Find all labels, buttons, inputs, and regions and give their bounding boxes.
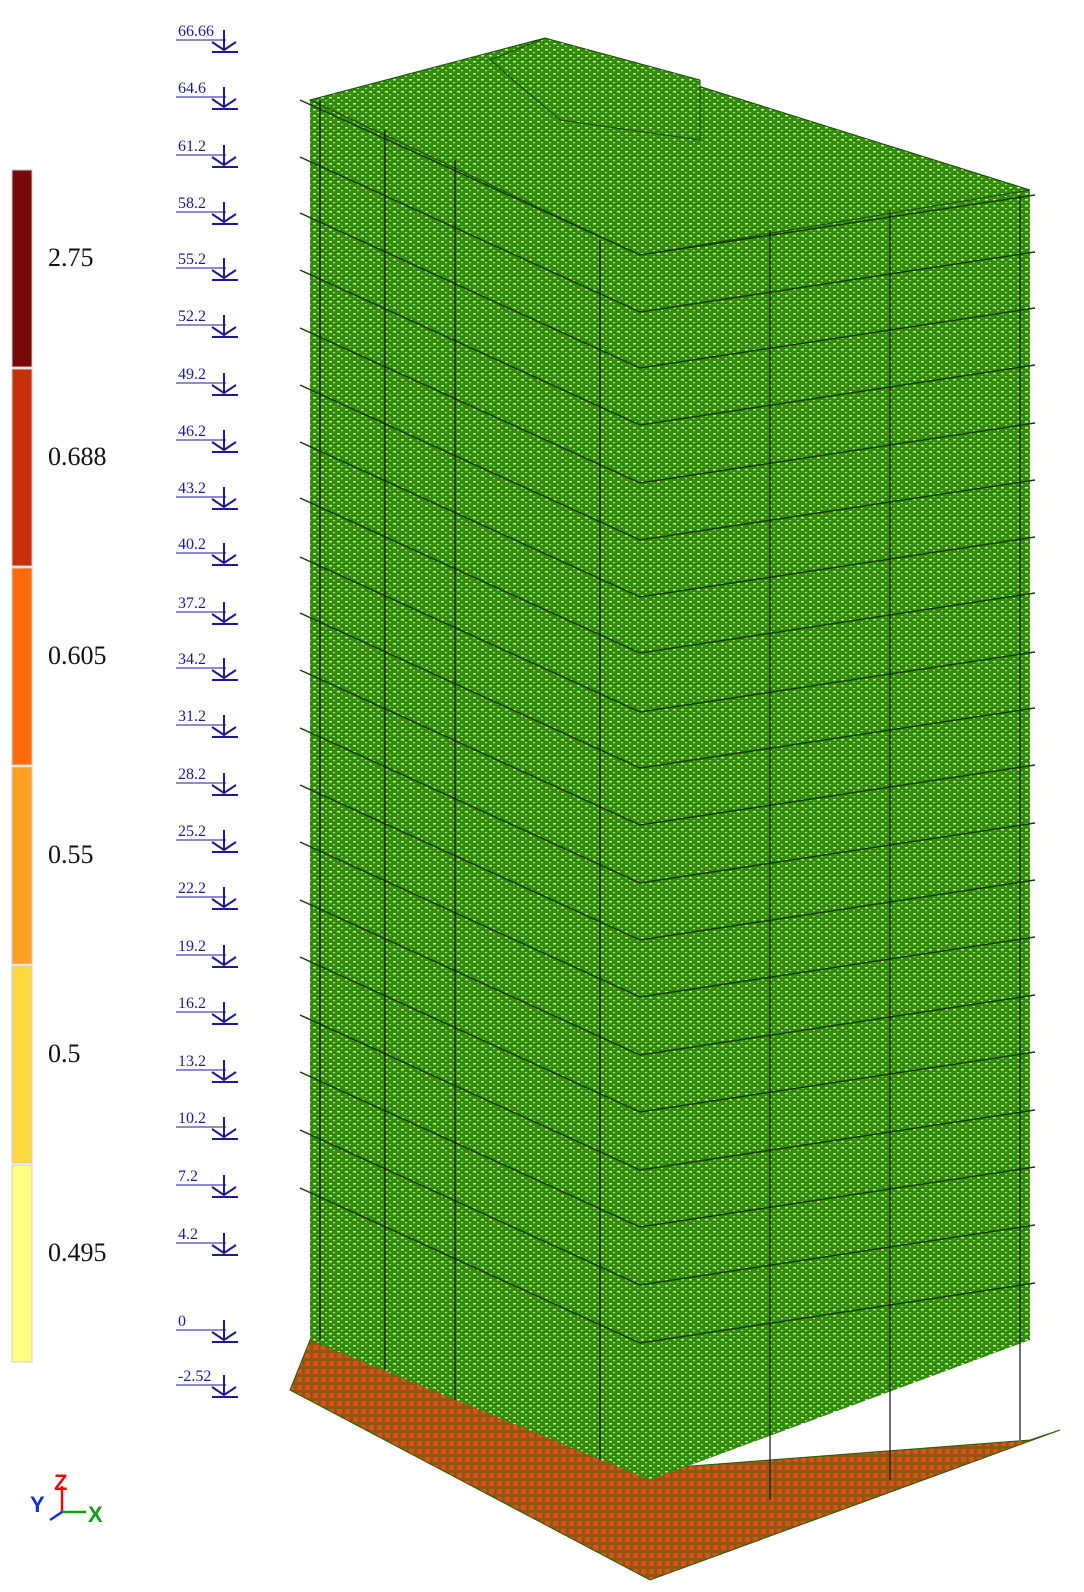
level-markers: 66.66 64.6 61.2 58.2 55.2 52.2 49.2 46.2 43.2 40.… bbox=[176, 23, 238, 1397]
level-label: 46.2 bbox=[178, 423, 206, 440]
legend-swatch bbox=[12, 767, 32, 964]
level-label: 43.2 bbox=[178, 480, 206, 497]
level-arrow bbox=[212, 830, 238, 852]
level-label: 52.2 bbox=[178, 308, 206, 325]
building-model bbox=[290, 38, 1060, 1580]
level-arrow bbox=[212, 373, 238, 395]
level-arrow bbox=[212, 1375, 238, 1397]
level-arrow bbox=[212, 1060, 238, 1082]
level-label: 34.2 bbox=[178, 651, 206, 668]
level-arrow bbox=[212, 315, 238, 337]
legend: 2.75 0.688 0.605 0.55 0.5 0.495 bbox=[12, 170, 107, 1362]
legend-swatch bbox=[12, 1165, 32, 1362]
level-label: 16.2 bbox=[178, 995, 206, 1012]
level-label: 7.2 bbox=[178, 1168, 198, 1185]
legend-label: 0.688 bbox=[48, 442, 107, 471]
legend-label: 0.5 bbox=[48, 1039, 81, 1068]
level-arrow bbox=[212, 1117, 238, 1139]
level-arrow bbox=[212, 602, 238, 624]
level-label: 22.2 bbox=[178, 880, 206, 897]
legend-swatch bbox=[12, 966, 32, 1163]
level-arrow bbox=[212, 1002, 238, 1024]
level-label: 10.2 bbox=[178, 1110, 206, 1127]
level-arrow bbox=[212, 87, 238, 109]
level-label: 28.2 bbox=[178, 766, 206, 783]
level-arrow bbox=[212, 773, 238, 795]
level-label: 25.2 bbox=[178, 823, 206, 840]
level-arrow bbox=[212, 658, 238, 680]
legend-label: 0.495 bbox=[48, 1238, 107, 1267]
level-label: 55.2 bbox=[178, 251, 206, 268]
level-arrow bbox=[212, 543, 238, 565]
level-label: 64.6 bbox=[178, 80, 206, 97]
level-label: 4.2 bbox=[178, 1226, 198, 1243]
legend-swatch bbox=[12, 568, 32, 765]
model-view: 2.75 0.688 0.605 0.55 0.5 0.495 66.66 64.6 61.2… bbox=[0, 0, 1084, 1592]
level-arrow bbox=[212, 1320, 238, 1342]
legend-label: 2.75 bbox=[48, 243, 94, 272]
legend-swatch bbox=[12, 170, 32, 367]
level-arrow bbox=[212, 145, 238, 167]
legend-swatch bbox=[12, 369, 32, 566]
level-label: 49.2 bbox=[178, 366, 206, 383]
level-arrow bbox=[212, 430, 238, 452]
axis-y: Y bbox=[30, 1492, 45, 1517]
level-label: 13.2 bbox=[178, 1053, 206, 1070]
level-label: 61.2 bbox=[178, 138, 206, 155]
level-arrow bbox=[212, 1233, 238, 1255]
level-arrow bbox=[212, 887, 238, 909]
level-arrow bbox=[212, 1175, 238, 1197]
level-arrow bbox=[212, 258, 238, 280]
axis-triad: Z Y X bbox=[30, 1470, 103, 1527]
level-label: 58.2 bbox=[178, 195, 206, 212]
level-label: 66.66 bbox=[178, 23, 214, 40]
level-label: 40.2 bbox=[178, 536, 206, 553]
level-arrow bbox=[212, 202, 238, 224]
level-arrow bbox=[212, 715, 238, 737]
axis-z: Z bbox=[54, 1470, 67, 1495]
level-arrow bbox=[212, 30, 238, 52]
level-label: 0 bbox=[178, 1313, 186, 1330]
axis-x: X bbox=[88, 1502, 103, 1527]
level-label: 37.2 bbox=[178, 595, 206, 612]
legend-label: 0.605 bbox=[48, 641, 107, 670]
legend-label: 0.55 bbox=[48, 840, 94, 869]
level-label: 19.2 bbox=[178, 938, 206, 955]
level-arrow bbox=[212, 487, 238, 509]
level-arrow bbox=[212, 945, 238, 967]
level-label: 31.2 bbox=[178, 708, 206, 725]
level-label: -2.52 bbox=[178, 1368, 211, 1385]
